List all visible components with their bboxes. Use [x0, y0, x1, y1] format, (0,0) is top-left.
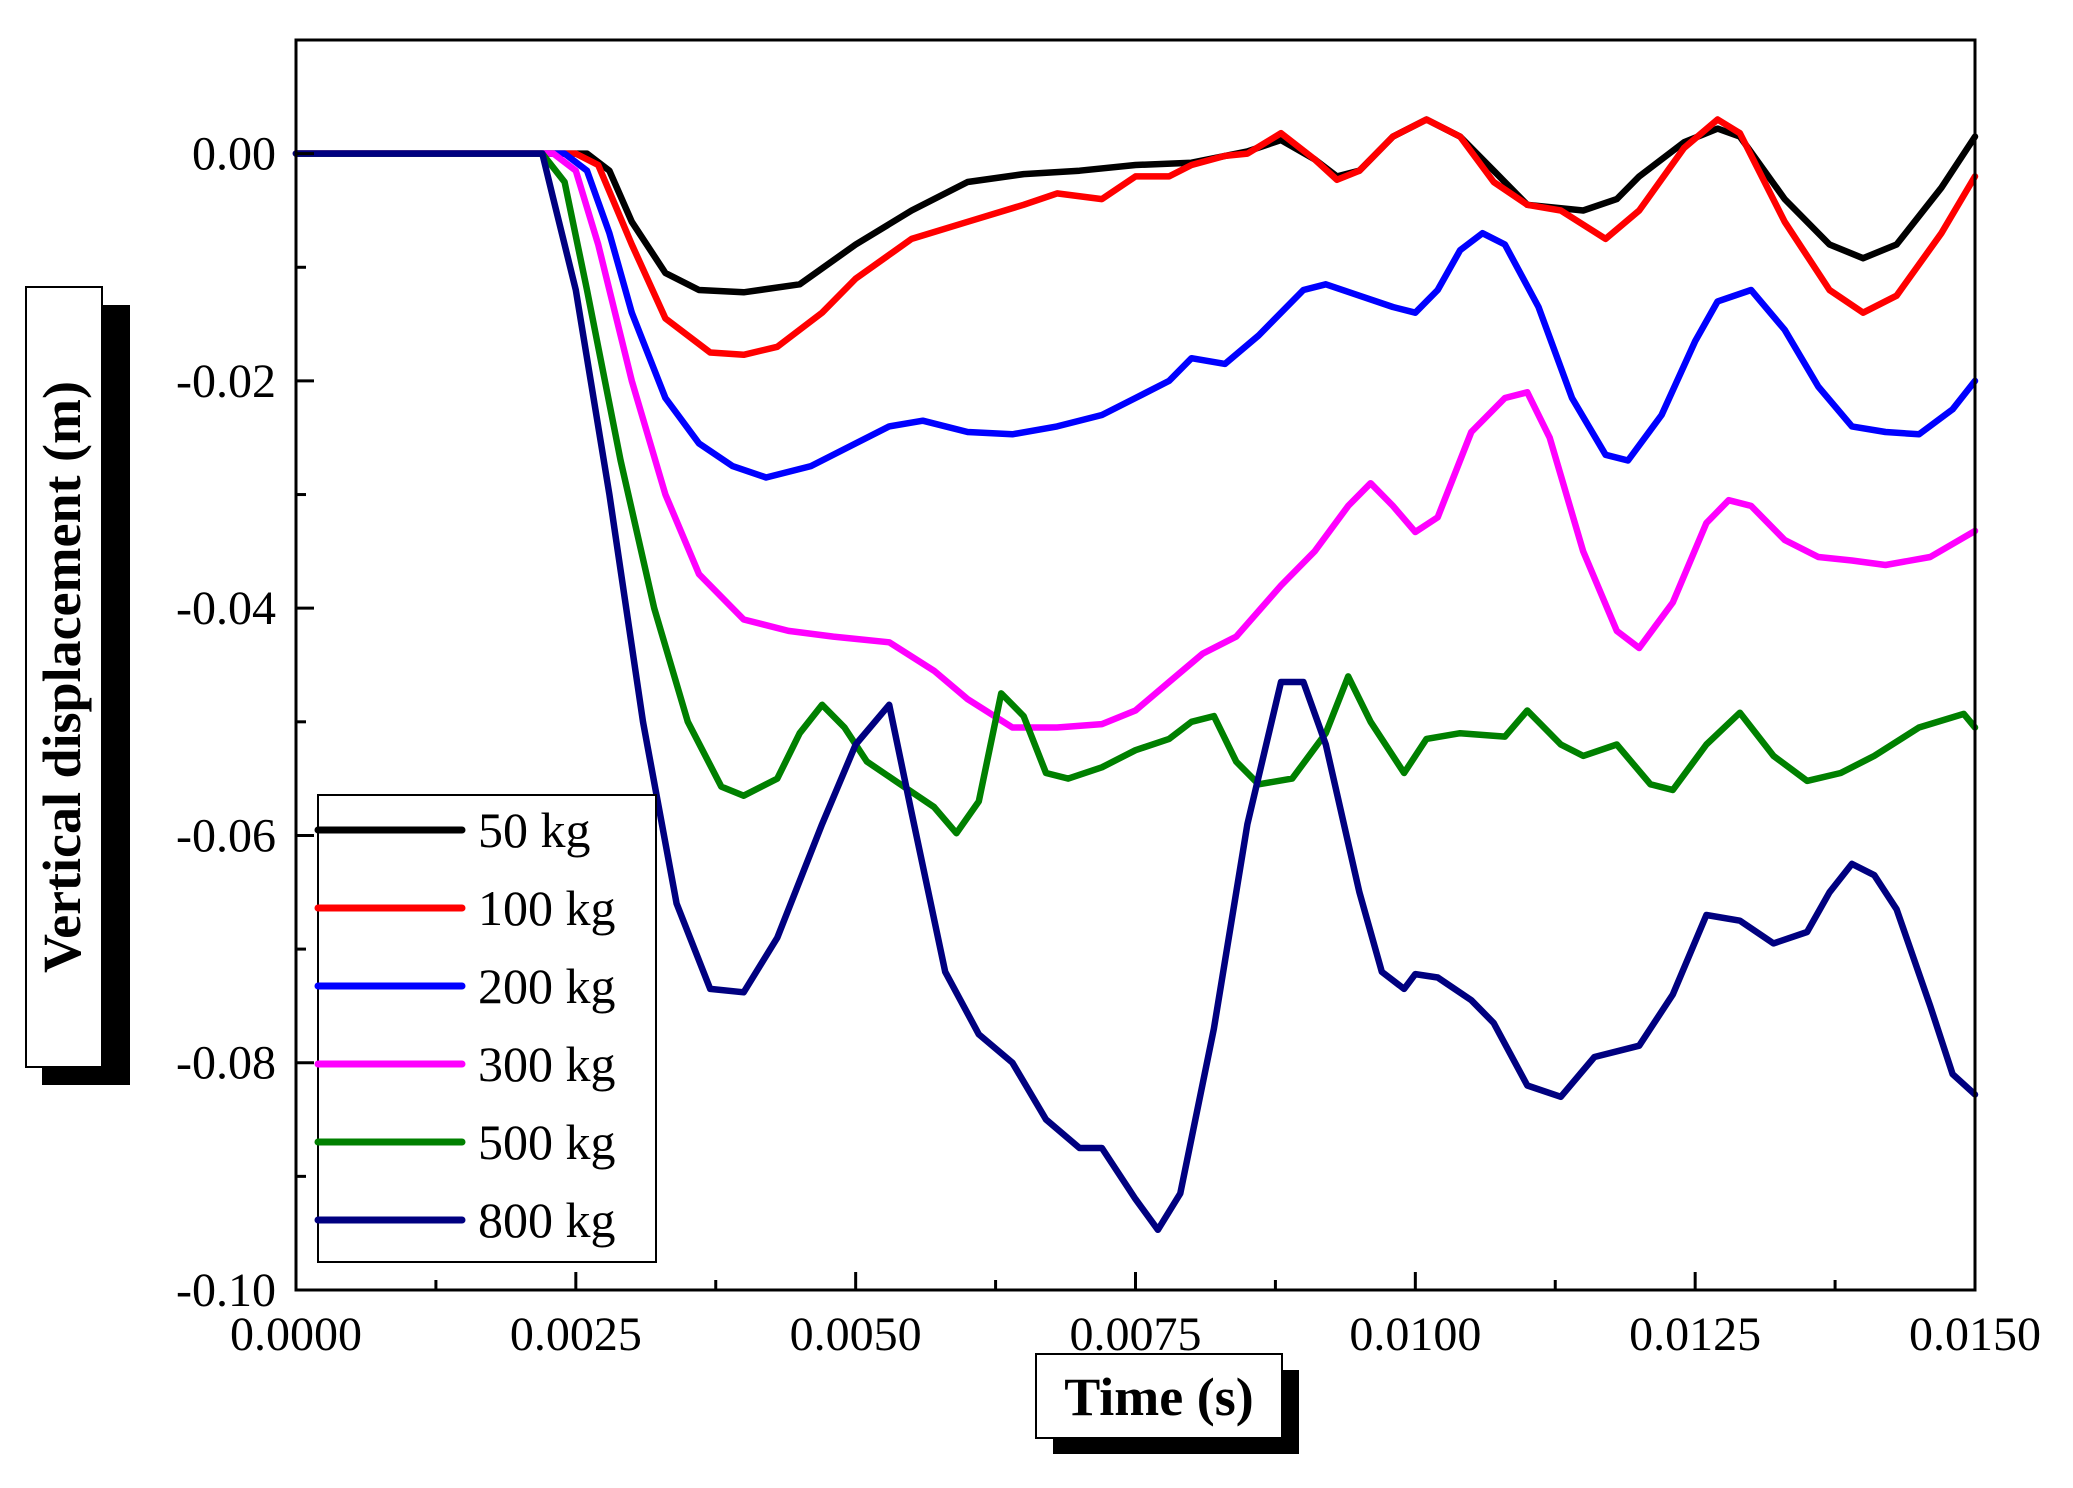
legend-label: 100 kg — [478, 880, 616, 936]
y-tick-label: -0.10 — [176, 1264, 276, 1317]
y-axis: 0.00 -0.02 -0.04 -0.06 -0.08 -0.10 — [176, 128, 314, 1317]
legend-label: 200 kg — [478, 958, 616, 1014]
series-line-300-kg — [292, 150, 1979, 731]
x-axis: 0.0000 0.0025 0.0050 0.0075 0.0100 0.0125 0.01… — [230, 1272, 2041, 1361]
x-tick-label: 0.0075 — [1070, 1308, 1202, 1361]
series-line-800-kg — [292, 150, 1979, 1234]
legend-label: 300 kg — [478, 1036, 616, 1092]
legend: 50 kg 100 kg 200 kg 300 kg 500 kg 800 kg — [314, 794, 657, 1263]
legend-items: 50 kg 100 kg 200 kg 300 kg 500 kg 800 kg — [314, 802, 616, 1248]
series-line-100-kg — [292, 116, 1979, 359]
x-tick-label: 0.0025 — [510, 1308, 642, 1361]
x-axis-title: Time (s) — [1035, 1353, 1299, 1454]
y-tick-label: -0.06 — [176, 809, 276, 862]
series-line-200-kg — [292, 150, 1979, 481]
legend-label: 500 kg — [478, 1114, 616, 1170]
x-axis-title-text: Time (s) — [1064, 1367, 1253, 1427]
x-tick-label: 0.0150 — [1909, 1308, 2041, 1361]
y-tick-label: -0.02 — [176, 355, 276, 408]
legend-label: 50 kg — [478, 802, 591, 858]
x-tick-label: 0.0000 — [230, 1308, 362, 1361]
x-tick-label: 0.0100 — [1349, 1308, 1481, 1361]
series-line-500-kg — [292, 150, 1979, 837]
legend-label: 800 kg — [478, 1192, 616, 1248]
x-tick-label: 0.0125 — [1629, 1308, 1761, 1361]
x-tick-label: 0.0050 — [790, 1308, 922, 1361]
series-layer — [292, 116, 1979, 1234]
y-tick-label: -0.08 — [176, 1037, 276, 1090]
series-line-50-kg — [292, 116, 1979, 296]
y-axis-title-text: Vertical displacement (m) — [32, 381, 92, 973]
legend-box — [317, 794, 657, 1263]
y-tick-label: -0.04 — [176, 582, 276, 635]
y-axis-title: Vertical displacement (m) — [25, 286, 130, 1085]
y-tick-label: 0.00 — [192, 128, 276, 181]
